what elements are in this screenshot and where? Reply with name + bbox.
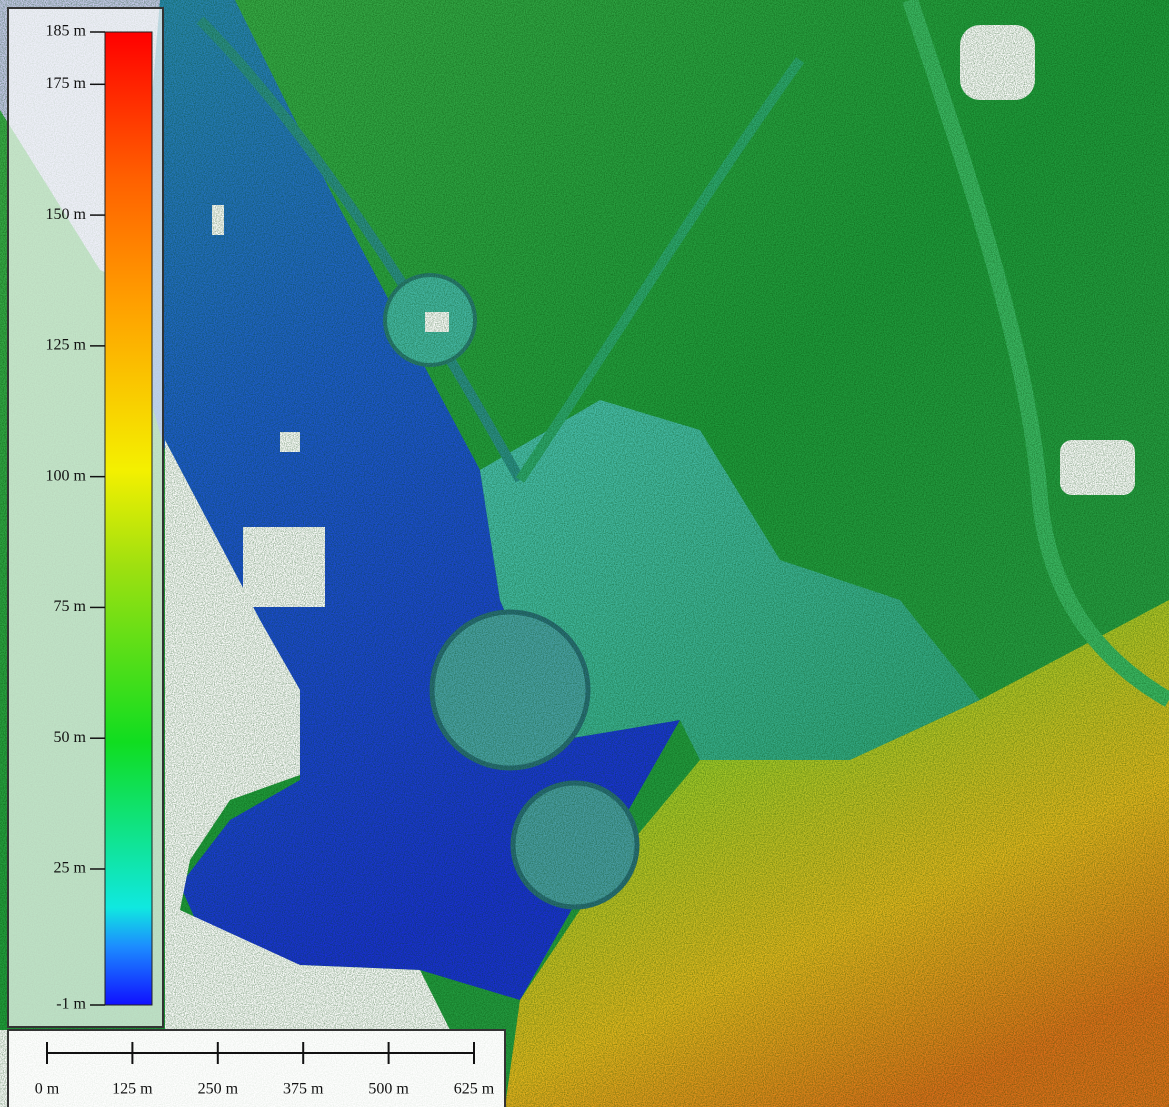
scale-bar: 0 m 125 m 250 m 375 m 500 m 625 m xyxy=(8,1030,505,1107)
scale-tick-label: 250 m xyxy=(198,1081,239,1098)
scale-tick-label: 625 m xyxy=(454,1081,495,1098)
legend: 185 m 175 m 150 m 125 m 100 m 75 m 50 m 25 m -1 … xyxy=(8,8,163,1027)
texture xyxy=(0,0,1169,1107)
legend-tick-label: 150 m xyxy=(46,206,87,223)
legend-tick-label: 50 m xyxy=(54,729,87,746)
scale-tick-label: 500 m xyxy=(368,1081,409,1098)
color-bar xyxy=(105,32,152,1005)
legend-tick-label: 125 m xyxy=(46,337,87,354)
scale-box xyxy=(8,1030,505,1107)
legend-tick-label: 185 m xyxy=(46,23,87,40)
scale-tick-label: 375 m xyxy=(283,1081,324,1098)
legend-tick-label: 175 m xyxy=(46,75,87,92)
scale-tick-label: 0 m xyxy=(35,1081,60,1098)
legend-tick-label: 25 m xyxy=(54,860,87,877)
legend-tick-label: 100 m xyxy=(46,467,87,484)
legend-tick-label: -1 m xyxy=(56,996,86,1013)
elevation-map: 185 m 175 m 150 m 125 m 100 m 75 m 50 m 25 m -1 … xyxy=(0,0,1169,1107)
legend-tick-label: 75 m xyxy=(54,598,87,615)
scale-tick-label: 125 m xyxy=(112,1081,153,1098)
terrain xyxy=(0,0,1169,1107)
page: 185 m 175 m 150 m 125 m 100 m 75 m 50 m 25 m -1 … xyxy=(0,0,1169,1107)
